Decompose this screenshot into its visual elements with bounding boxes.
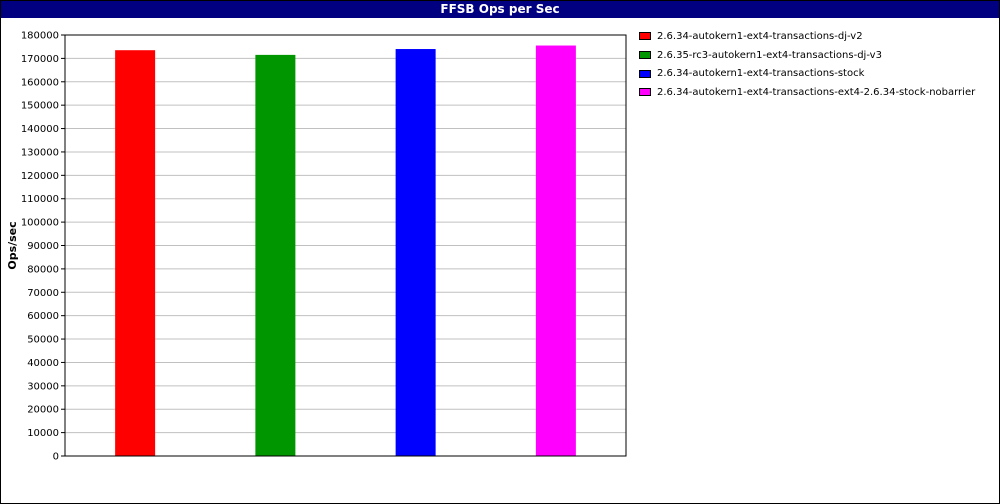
- legend-item: 2.6.34-autokern1-ext4-transactions-ext4-…: [639, 83, 975, 102]
- legend-swatch: [639, 69, 651, 78]
- y-tick-label: 90000: [27, 241, 59, 252]
- legend-item: 2.6.34-autokern1-ext4-transactions-dj-v2: [639, 27, 975, 46]
- y-tick-label: 50000: [27, 335, 59, 346]
- y-tick-label: 150000: [21, 101, 59, 112]
- y-tick-label: 180000: [21, 31, 59, 42]
- y-axis-label: Ops/sec: [6, 221, 19, 269]
- y-tick-label: 140000: [21, 124, 59, 135]
- bar: [115, 50, 156, 456]
- legend-swatch: [639, 88, 651, 97]
- y-tick-label: 40000: [27, 358, 59, 369]
- legend-swatch: [639, 51, 651, 60]
- legend: 2.6.34-autokern1-ext4-transactions-dj-v2…: [639, 27, 975, 102]
- y-tick-label: 170000: [21, 54, 59, 65]
- bar: [395, 49, 436, 457]
- legend-swatch: [639, 32, 651, 41]
- y-tick-label: 0: [53, 452, 59, 463]
- bar: [255, 54, 296, 456]
- y-tick-label: 130000: [21, 147, 59, 158]
- legend-label: 2.6.34-autokern1-ext4-transactions-ext4-…: [657, 86, 976, 98]
- y-tick-label: 60000: [27, 311, 59, 322]
- legend-label: 2.6.34-autokern1-ext4-transactions-stock: [657, 68, 865, 80]
- legend-label: 2.6.35-rc3-autokern1-ext4-transactions-d…: [657, 49, 882, 61]
- chart-title: FFSB Ops per Sec: [1, 1, 999, 18]
- y-tick-label: 70000: [27, 288, 59, 299]
- plot-area: [64, 34, 627, 457]
- y-tick-label: 110000: [21, 194, 59, 205]
- y-tick-label: 120000: [21, 171, 59, 182]
- legend-item: 2.6.35-rc3-autokern1-ext4-transactions-d…: [639, 46, 975, 65]
- y-tick-label: 100000: [21, 218, 59, 229]
- bar: [535, 45, 576, 457]
- y-tick-label: 10000: [27, 428, 59, 439]
- y-tick-label: 160000: [21, 77, 59, 88]
- y-tick-label: 20000: [27, 405, 59, 416]
- y-tick-label: 80000: [27, 264, 59, 275]
- y-tick-label: 30000: [27, 381, 59, 392]
- legend-item: 2.6.34-autokern1-ext4-transactions-stock: [639, 64, 975, 83]
- legend-label: 2.6.34-autokern1-ext4-transactions-dj-v2: [657, 30, 863, 42]
